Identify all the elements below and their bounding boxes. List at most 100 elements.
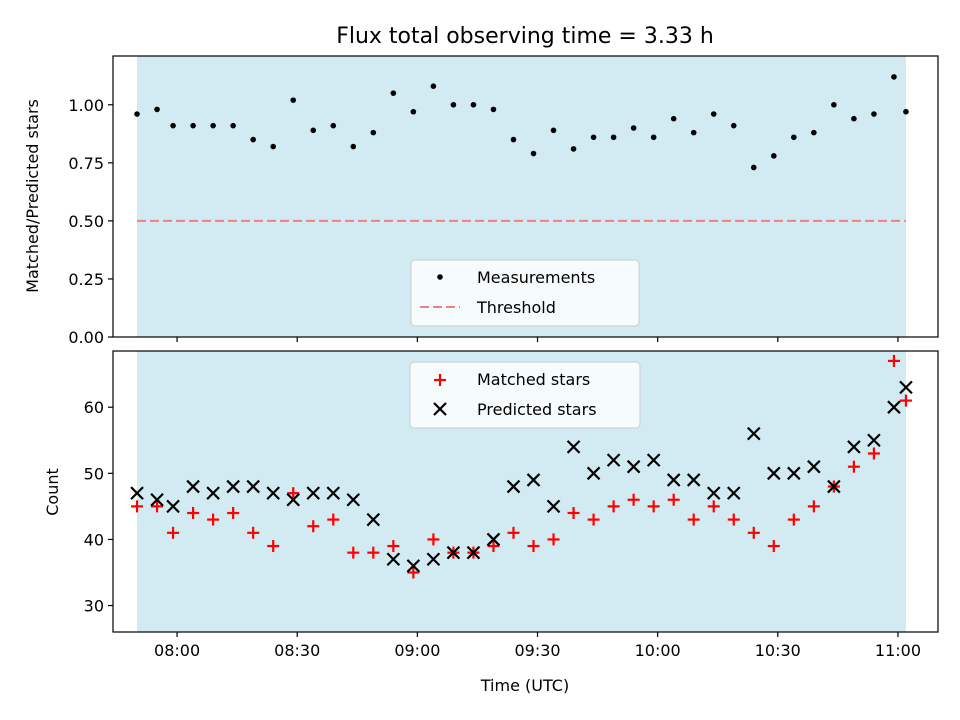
matched-point	[131, 500, 144, 513]
measurement-point	[154, 106, 160, 113]
measurement-point	[903, 108, 909, 115]
measurement-point	[871, 111, 877, 117]
matched-point	[767, 540, 780, 553]
measurement-point	[170, 122, 176, 129]
matched-point	[167, 526, 180, 539]
matched-point	[207, 513, 220, 526]
predicted-point	[827, 479, 841, 494]
x-tick-label: 08:00	[154, 641, 200, 660]
legend-predicted-label: Predicted stars	[477, 400, 597, 419]
predicted-point	[506, 479, 521, 494]
predicted-point	[286, 492, 300, 507]
predicted-point	[666, 473, 681, 487]
matched-point	[627, 493, 640, 506]
top-axes-frame	[112, 55, 939, 338]
matched-point	[867, 447, 880, 460]
legend-measurements-label: Measurements	[477, 268, 595, 287]
matched-point	[267, 540, 280, 553]
matched-point	[527, 540, 540, 553]
matched-point	[287, 487, 300, 500]
measurement-point	[630, 125, 637, 131]
measurement-point	[134, 111, 140, 117]
y-tick-label: 0.25	[68, 270, 104, 289]
predicted-point	[186, 479, 200, 494]
predicted-point	[566, 440, 581, 454]
matched-point	[407, 566, 420, 579]
measurement-point	[690, 129, 697, 136]
predicted-point	[706, 486, 721, 500]
predicted-point	[586, 466, 601, 481]
x-tick-label: 11:00	[875, 641, 921, 660]
predicted-point	[150, 492, 164, 507]
measurement-point	[550, 127, 557, 134]
measurement-point	[811, 129, 817, 136]
predicted-point	[646, 453, 661, 467]
predicted-point	[686, 473, 701, 487]
matched-point	[687, 513, 700, 526]
top-y-axis-label: Matched/Predicted stars	[23, 99, 42, 293]
matched-point	[647, 500, 660, 513]
x-tick-label: 10:00	[635, 641, 681, 660]
y-tick-label: 50	[84, 464, 104, 483]
predicted-point	[306, 486, 321, 500]
bottom-legend-box	[409, 361, 641, 429]
predicted-point	[767, 466, 781, 481]
legend-threshold-label: Threshold	[476, 298, 556, 317]
measurement-point	[570, 146, 577, 152]
matched-point	[887, 354, 900, 367]
predicted-points	[130, 380, 913, 573]
matched-point	[707, 500, 720, 513]
matched-point	[187, 506, 200, 519]
measurement-point	[791, 134, 797, 141]
predicted-point	[206, 486, 220, 500]
legend-measurements-marker	[437, 274, 443, 280]
measurement-point	[891, 74, 897, 80]
matched-point	[247, 526, 260, 539]
measurement-point	[510, 136, 517, 143]
predicted-point	[787, 466, 801, 481]
matched-point	[787, 513, 800, 526]
predicted-point	[166, 499, 180, 514]
measurement-point	[730, 122, 737, 129]
predicted-point	[606, 453, 621, 467]
measurement-point	[350, 143, 357, 150]
measurement-point	[210, 122, 216, 129]
matched-point	[807, 500, 820, 513]
matched-point	[507, 526, 520, 539]
matched-point	[727, 513, 740, 526]
matched-point	[607, 500, 620, 513]
predicted-point	[466, 545, 481, 560]
y-tick-label: 30	[84, 597, 104, 616]
measurement-point	[590, 134, 597, 141]
y-tick-label: 60	[84, 398, 104, 417]
legend-matched-label: Matched stars	[477, 370, 590, 389]
y-tick-label: 0.75	[68, 154, 104, 173]
y-tick-label: 40	[84, 530, 104, 549]
top-legend-box	[410, 259, 640, 327]
measurement-point	[750, 164, 757, 171]
bottom-legend: Matched stars Predicted stars	[409, 361, 641, 429]
matched-point	[547, 533, 560, 546]
predicted-point	[130, 486, 144, 500]
matched-point	[307, 520, 320, 533]
predicted-point	[746, 426, 761, 441]
predicted-point	[726, 486, 741, 500]
matched-point	[567, 506, 580, 519]
predicted-point	[626, 459, 641, 474]
measurement-point	[310, 127, 317, 134]
measurement-point	[390, 90, 397, 96]
measurement-point	[370, 129, 377, 136]
x-tick-label: 09:30	[514, 641, 560, 660]
predicted-point	[526, 473, 541, 487]
measurement-point	[470, 101, 477, 108]
measurement-point	[410, 108, 417, 115]
predicted-point	[486, 532, 501, 547]
matched-point	[387, 540, 400, 553]
predicted-point	[807, 459, 821, 474]
predicted-point	[246, 479, 260, 494]
bottom-y-axis-label: Count	[43, 468, 62, 516]
measurement-point	[430, 83, 437, 89]
measurement-point	[290, 97, 297, 103]
legend-predicted-marker	[433, 402, 447, 416]
